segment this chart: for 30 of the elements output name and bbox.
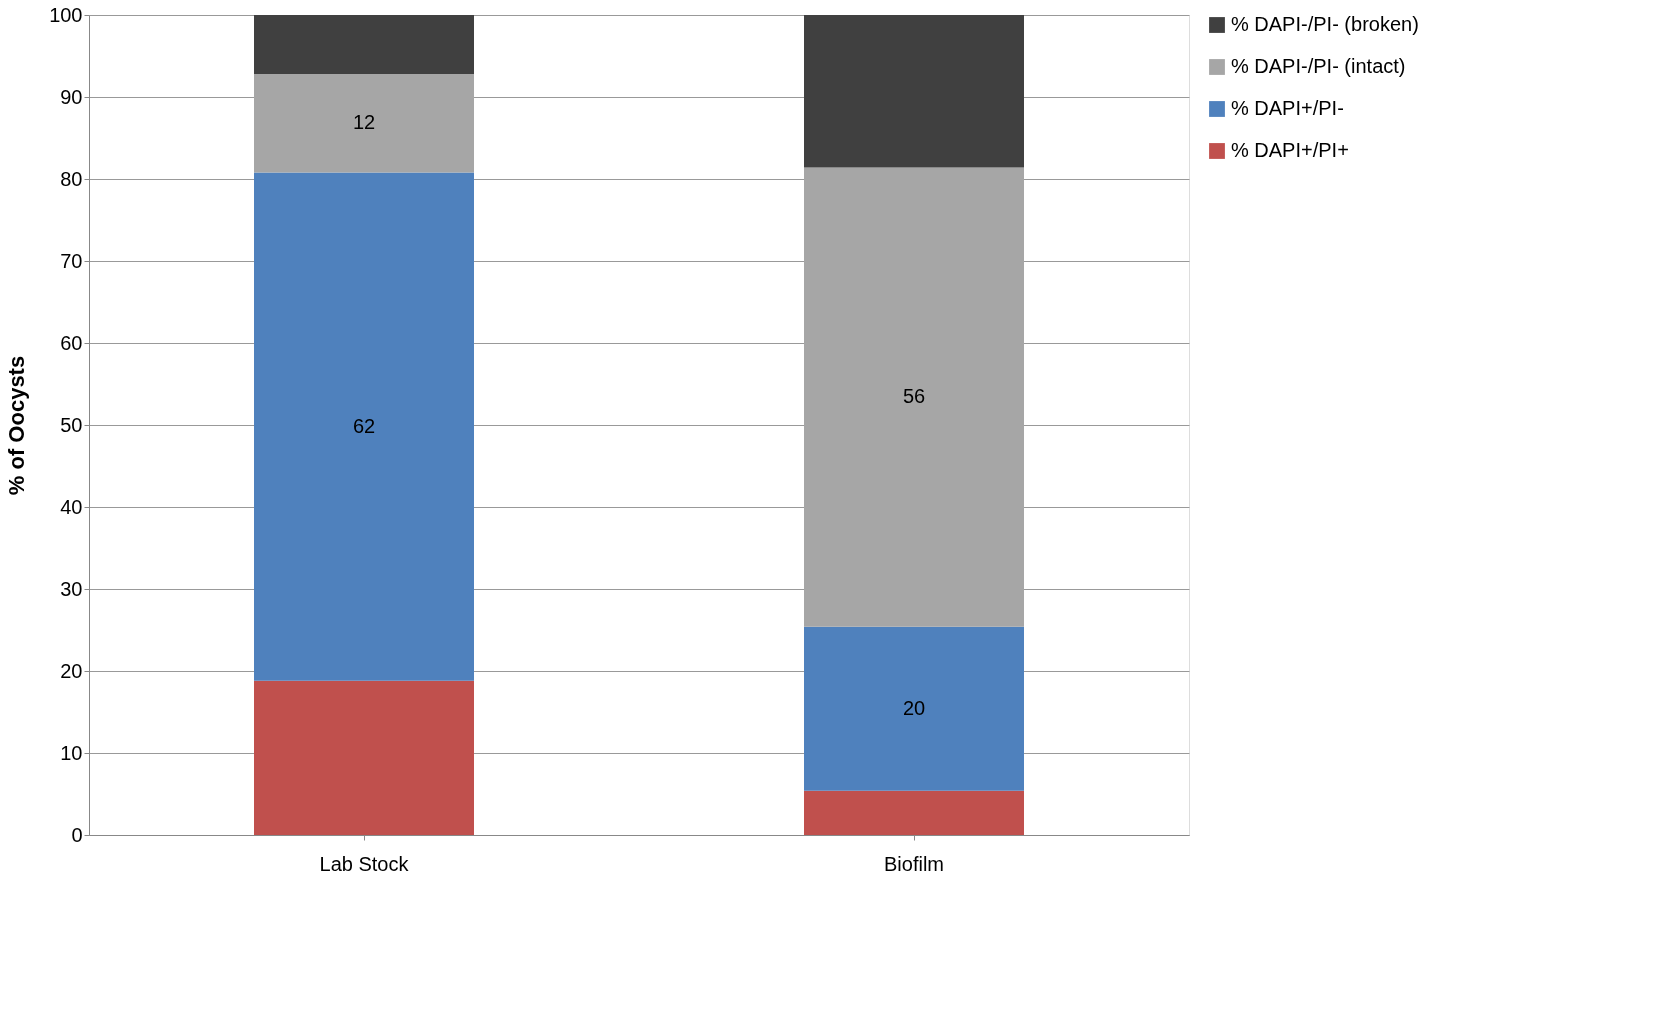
y-tick-label: 0 <box>71 823 83 846</box>
y-tick-label: 70 <box>60 249 83 272</box>
bar <box>254 172 474 681</box>
x-tick-label: Biofilm <box>883 852 945 875</box>
bar <box>804 790 1024 835</box>
y-tick-label: 40 <box>60 495 83 518</box>
data-label: 62 <box>352 414 376 437</box>
y-tick-label: 30 <box>60 577 83 600</box>
y-tick-label: 90 <box>60 85 83 108</box>
y-tick-label: 60 <box>60 331 83 354</box>
bar <box>254 74 474 173</box>
y-tick-label: 10 <box>60 741 83 764</box>
y-tick-label: 80 <box>60 167 83 190</box>
y-tick-label: 100 <box>49 3 83 26</box>
legend-label: % DAPI-/PI- (intact) <box>1231 55 1406 77</box>
data-label: 20 <box>902 696 926 719</box>
legend-label: % DAPI+/PI+ <box>1231 139 1349 161</box>
data-label: 56 <box>902 385 926 408</box>
y-tick-label: 20 <box>60 659 83 682</box>
bar <box>804 626 1024 791</box>
y-tick-label: 50 <box>60 413 83 436</box>
bar <box>804 167 1024 627</box>
x-tick-label: Lab Stock <box>319 852 410 875</box>
data-label: 12 <box>352 111 376 134</box>
y-axis-title: % of Oocysts <box>4 355 30 496</box>
bar <box>254 680 474 835</box>
bar <box>804 15 1024 168</box>
legend-label: % DAPI+/PI- <box>1231 97 1344 119</box>
legend-label: % DAPI-/PI- (broken) <box>1231 13 1419 35</box>
bar <box>254 15 474 75</box>
